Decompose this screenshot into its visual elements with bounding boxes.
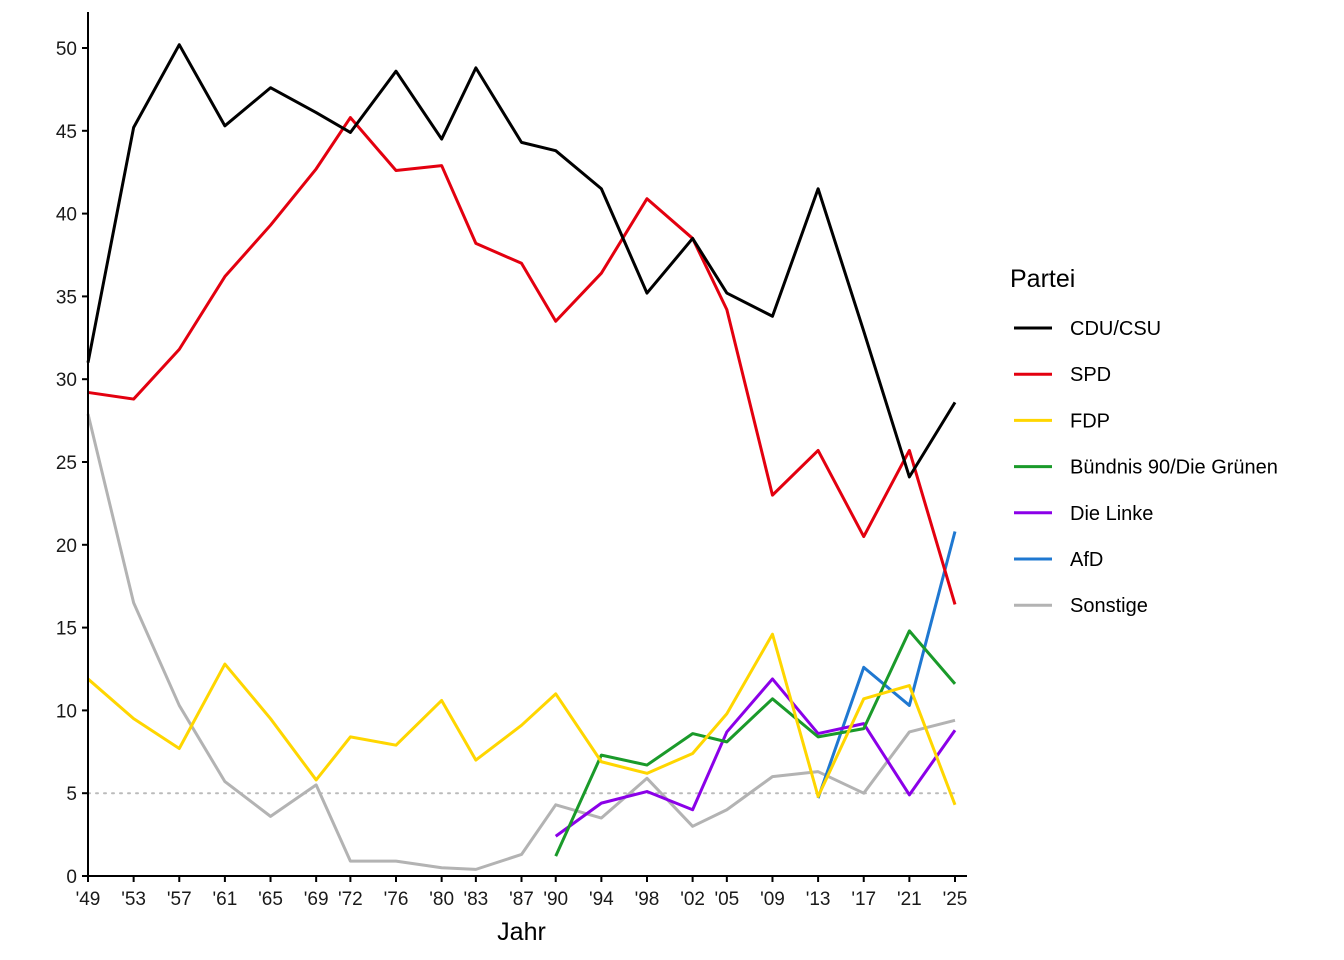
series-line-sonstige xyxy=(86,413,956,871)
x-tick-label: '05 xyxy=(714,889,739,910)
x-tick-label: '72 xyxy=(338,889,363,910)
legend-label-cdu-csu: CDU/CSU xyxy=(1070,318,1161,340)
x-axis-title: Jahr xyxy=(497,918,546,946)
legend-label-afd: AfD xyxy=(1070,549,1103,571)
series-line-cdu-csu xyxy=(86,43,957,479)
y-tick-label: 45 xyxy=(56,122,77,143)
series-line-b-ndnis-90-die-gr-nen xyxy=(554,629,957,857)
x-tick-label: '94 xyxy=(589,889,614,910)
x-tick-label: '02 xyxy=(680,889,705,910)
y-tick-label: 0 xyxy=(66,867,77,888)
x-tick-label: '25 xyxy=(943,889,968,910)
y-tick-label: 10 xyxy=(56,701,77,722)
legend-items: CDU/CSU SPD FDP Bündnis 90/Die Grünen Die Li… xyxy=(1014,318,1278,617)
y-axis-ticks: 0 5 10 15 20 25 30 35 40 45 50 xyxy=(56,39,88,888)
y-tick-label: 25 xyxy=(56,453,77,474)
series-line-die-linke xyxy=(554,677,957,838)
x-tick-label: '69 xyxy=(304,889,329,910)
y-tick-label: 20 xyxy=(56,536,77,557)
legend-label-b-ndnis-90-die-gr-nen: Bündnis 90/Die Grünen xyxy=(1070,457,1278,479)
x-axis-ticks: '49 '53 '57 '61 '65 '69 '72 '76 '80 '83 '87 '90 '94 '… xyxy=(76,876,968,910)
series-line-fdp xyxy=(87,632,957,806)
legend: Partei CDU/CSU SPD FDP Bündnis 90/Die Grüne… xyxy=(1010,265,1278,617)
legend-title: Partei xyxy=(1010,265,1075,293)
x-tick-label: '17 xyxy=(851,889,876,910)
x-tick-label: '53 xyxy=(121,889,146,910)
x-tick-label: '09 xyxy=(760,889,785,910)
x-tick-label: '87 xyxy=(509,889,534,910)
legend-label-sonstige: Sonstige xyxy=(1070,595,1148,617)
y-tick-label: 50 xyxy=(56,39,77,60)
x-tick-label: '61 xyxy=(213,889,238,910)
y-tick-label: 35 xyxy=(56,287,77,308)
x-tick-label: '80 xyxy=(429,889,454,910)
plot-lines xyxy=(86,43,957,871)
legend-label-die-linke: Die Linke xyxy=(1070,503,1153,525)
legend-label-spd: SPD xyxy=(1070,364,1111,386)
y-tick-label: 15 xyxy=(56,619,77,640)
x-tick-label: '21 xyxy=(897,889,922,910)
x-tick-label: '98 xyxy=(635,889,660,910)
x-tick-label: '76 xyxy=(384,889,409,910)
y-tick-label: 30 xyxy=(56,370,77,391)
x-tick-label: '90 xyxy=(543,889,568,910)
x-tick-label: '49 xyxy=(76,889,101,910)
x-tick-label: '13 xyxy=(806,889,831,910)
x-tick-label: '57 xyxy=(167,889,192,910)
x-tick-label: '65 xyxy=(258,889,283,910)
series-line-spd xyxy=(87,116,957,605)
x-tick-label: '83 xyxy=(463,889,488,910)
y-tick-label: 5 xyxy=(66,784,77,805)
y-tick-label: 40 xyxy=(56,205,77,226)
legend-label-fdp: FDP xyxy=(1070,410,1110,432)
